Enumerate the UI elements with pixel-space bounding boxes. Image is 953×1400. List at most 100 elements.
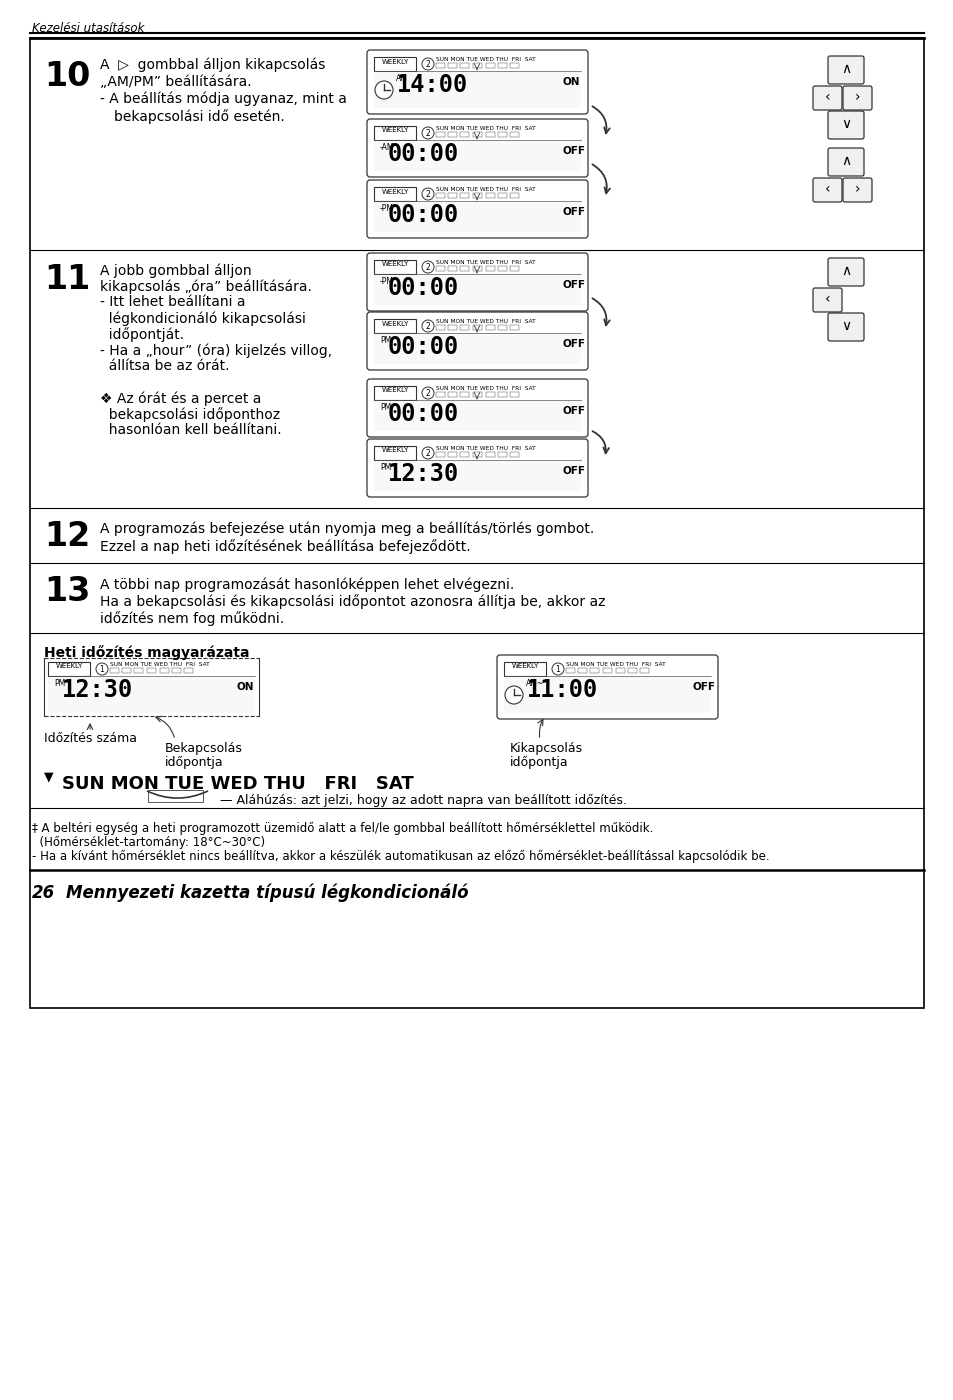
Text: PM: PM bbox=[379, 463, 391, 472]
Text: időpontja: időpontja bbox=[165, 756, 223, 769]
Text: időpontja: időpontja bbox=[510, 756, 568, 769]
Text: 00:00: 00:00 bbox=[388, 402, 458, 426]
Bar bbox=[374, 260, 416, 274]
Bar bbox=[374, 188, 416, 202]
Text: 2: 2 bbox=[425, 322, 430, 330]
Bar bbox=[436, 63, 444, 69]
Text: — Aláhúzás: azt jelzi, hogy az adott napra van beállított időzítés.: — Aláhúzás: azt jelzi, hogy az adott nap… bbox=[220, 794, 626, 808]
Text: A programozás befejezése után nyomja meg a beállítás/törlés gombot.: A programozás befejezése után nyomja meg… bbox=[100, 522, 594, 536]
Bar bbox=[148, 790, 203, 802]
Text: 00:00: 00:00 bbox=[388, 335, 458, 358]
Text: Ha a bekapcsolási és kikapcsolási időpontot azonosra állítja be, akkor az: Ha a bekapcsolási és kikapcsolási időpon… bbox=[100, 594, 605, 609]
Text: A jobb gombbal álljon: A jobb gombbal álljon bbox=[100, 263, 252, 277]
FancyBboxPatch shape bbox=[827, 56, 863, 84]
Bar bbox=[616, 668, 624, 673]
Text: - Ha a „hour” (óra) kijelzés villog,: - Ha a „hour” (óra) kijelzés villog, bbox=[100, 343, 332, 357]
Text: SUN MON TUE WED THU  FRI  SAT: SUN MON TUE WED THU FRI SAT bbox=[436, 447, 535, 451]
Text: SUN MON TUE WED THU  FRI  SAT: SUN MON TUE WED THU FRI SAT bbox=[436, 188, 535, 192]
Text: 12:30: 12:30 bbox=[62, 678, 133, 701]
Circle shape bbox=[96, 664, 108, 675]
Bar bbox=[459, 266, 469, 272]
Text: állítsa be az órát.: állítsa be az órát. bbox=[100, 358, 230, 372]
Bar bbox=[473, 132, 481, 137]
Text: 11: 11 bbox=[44, 263, 91, 295]
Text: -AM: -AM bbox=[379, 143, 395, 153]
Text: 14:00: 14:00 bbox=[396, 73, 468, 97]
Text: 12:30: 12:30 bbox=[388, 462, 458, 486]
Bar bbox=[473, 266, 481, 272]
Bar bbox=[497, 132, 506, 137]
Text: 11:00: 11:00 bbox=[526, 678, 598, 701]
Text: ›: › bbox=[854, 182, 860, 196]
Bar bbox=[448, 452, 456, 456]
Bar bbox=[184, 668, 193, 673]
FancyBboxPatch shape bbox=[367, 50, 587, 113]
FancyBboxPatch shape bbox=[812, 288, 841, 312]
FancyBboxPatch shape bbox=[367, 253, 587, 311]
Text: PM: PM bbox=[54, 679, 65, 687]
Circle shape bbox=[421, 321, 434, 332]
Bar bbox=[459, 132, 469, 137]
Bar bbox=[578, 668, 586, 673]
FancyBboxPatch shape bbox=[812, 178, 841, 202]
Bar bbox=[172, 668, 181, 673]
Bar bbox=[497, 392, 506, 398]
Bar bbox=[485, 452, 495, 456]
Bar bbox=[374, 202, 580, 232]
Text: WEEKLY: WEEKLY bbox=[381, 321, 408, 326]
Bar bbox=[374, 386, 416, 400]
Bar bbox=[448, 266, 456, 272]
Bar bbox=[133, 668, 143, 673]
Text: A  ▷  gombbal álljon kikapcsolás: A ▷ gombbal álljon kikapcsolás bbox=[100, 57, 325, 73]
Bar bbox=[510, 452, 518, 456]
Bar bbox=[374, 274, 580, 305]
Bar bbox=[374, 461, 580, 491]
Bar bbox=[497, 193, 506, 197]
Text: Ezzel a nap heti időzítésének beállítása befejeződött.: Ezzel a nap heti időzítésének beállítása… bbox=[100, 539, 470, 554]
Text: WEEKLY: WEEKLY bbox=[381, 189, 408, 195]
Bar bbox=[639, 668, 648, 673]
Bar bbox=[436, 266, 444, 272]
Bar bbox=[147, 668, 156, 673]
Text: légkondicionáló kikapcsolási: légkondicionáló kikapcsolási bbox=[100, 311, 306, 326]
FancyBboxPatch shape bbox=[827, 258, 863, 286]
Text: 2: 2 bbox=[425, 389, 430, 398]
Text: WEEKLY: WEEKLY bbox=[381, 388, 408, 393]
Text: -PM: -PM bbox=[379, 204, 394, 213]
Text: kikapcsolás „óra” beállítására.: kikapcsolás „óra” beállítására. bbox=[100, 279, 312, 294]
Text: OFF: OFF bbox=[562, 339, 585, 349]
Text: 2: 2 bbox=[425, 129, 430, 139]
Bar bbox=[160, 668, 169, 673]
Text: A többi nap programozását hasonlóképpen lehet elvégezni.: A többi nap programozását hasonlóképpen … bbox=[100, 577, 514, 591]
Bar bbox=[485, 266, 495, 272]
Bar bbox=[374, 126, 416, 140]
Text: PM: PM bbox=[379, 403, 391, 412]
Bar bbox=[436, 452, 444, 456]
Bar bbox=[510, 193, 518, 197]
Text: „AM/PM” beállítására.: „AM/PM” beállítására. bbox=[100, 76, 252, 90]
Bar bbox=[448, 392, 456, 398]
Text: ∧: ∧ bbox=[840, 154, 850, 168]
Text: Kikapcsolás: Kikapcsolás bbox=[510, 742, 582, 755]
Bar bbox=[485, 63, 495, 69]
Text: 1: 1 bbox=[555, 665, 559, 673]
Text: időpontját.: időpontját. bbox=[100, 328, 184, 342]
Bar bbox=[510, 266, 518, 272]
Circle shape bbox=[421, 188, 434, 200]
FancyBboxPatch shape bbox=[827, 148, 863, 176]
Text: OFF: OFF bbox=[562, 280, 585, 290]
Bar bbox=[448, 63, 456, 69]
Bar bbox=[374, 141, 580, 171]
Bar bbox=[374, 57, 416, 71]
Text: SUN MON TUE WED THU   FRI   SAT: SUN MON TUE WED THU FRI SAT bbox=[62, 776, 414, 792]
Text: (Hőmérséklet-tartomány: 18°C~30°C): (Hőmérséklet-tartomány: 18°C~30°C) bbox=[32, 836, 265, 850]
Text: 00:00: 00:00 bbox=[388, 276, 458, 300]
Text: PM: PM bbox=[379, 336, 391, 344]
Text: ‡ A beltéri egység a heti programozott üzemidő alatt a fel/le gombbal beállított: ‡ A beltéri egység a heti programozott ü… bbox=[32, 822, 653, 836]
Text: 2: 2 bbox=[425, 190, 430, 199]
Bar bbox=[510, 392, 518, 398]
Text: 10: 10 bbox=[44, 60, 91, 92]
Text: 2: 2 bbox=[425, 60, 430, 69]
Bar bbox=[627, 668, 637, 673]
Bar bbox=[448, 132, 456, 137]
